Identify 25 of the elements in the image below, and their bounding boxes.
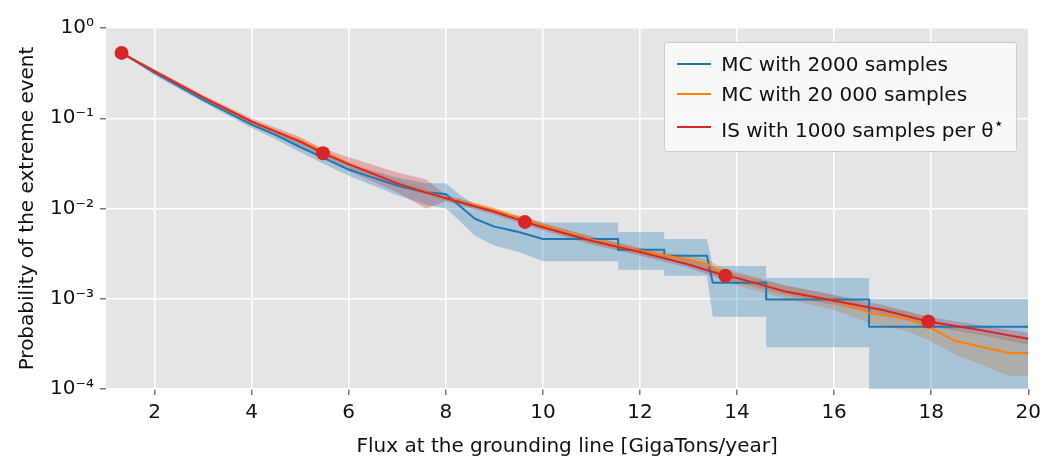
y-axis-title: Probability of the extreme event xyxy=(14,46,39,371)
y-tick-label: 10⁰ xyxy=(60,14,95,39)
y-tick-label: 10⁻³ xyxy=(49,284,95,309)
x-tick-label: 20 xyxy=(1015,399,1041,424)
legend-label: MC with 2000 samples xyxy=(721,51,949,78)
x-tick-label: 18 xyxy=(918,399,944,424)
y-tick-label: 10⁻⁴ xyxy=(49,375,95,400)
x-tick-label: 6 xyxy=(342,399,356,424)
x-tick-label: 16 xyxy=(821,399,847,424)
x-tick-label: 10 xyxy=(530,399,556,424)
y-tick-label: 10⁻² xyxy=(49,194,95,219)
x-tick-label: 4 xyxy=(245,399,259,424)
x-tick-label: 12 xyxy=(627,399,653,424)
legend-label: IS with 1000 samples per θ$^{⋆}$ xyxy=(721,113,1004,144)
point xyxy=(921,314,936,329)
x-tick-label: 2 xyxy=(148,399,161,424)
point xyxy=(114,45,129,60)
point xyxy=(718,268,733,283)
y-tick-label: 10⁻¹ xyxy=(49,104,95,129)
point xyxy=(316,146,330,161)
legend-label: MC with 20 000 samples xyxy=(721,81,968,108)
point xyxy=(517,214,532,229)
x-tick-label: 14 xyxy=(724,399,750,424)
x-axis-title: Flux at the grounding line [GigaTons/year] xyxy=(356,433,778,458)
x-tick-label: 8 xyxy=(439,399,453,424)
